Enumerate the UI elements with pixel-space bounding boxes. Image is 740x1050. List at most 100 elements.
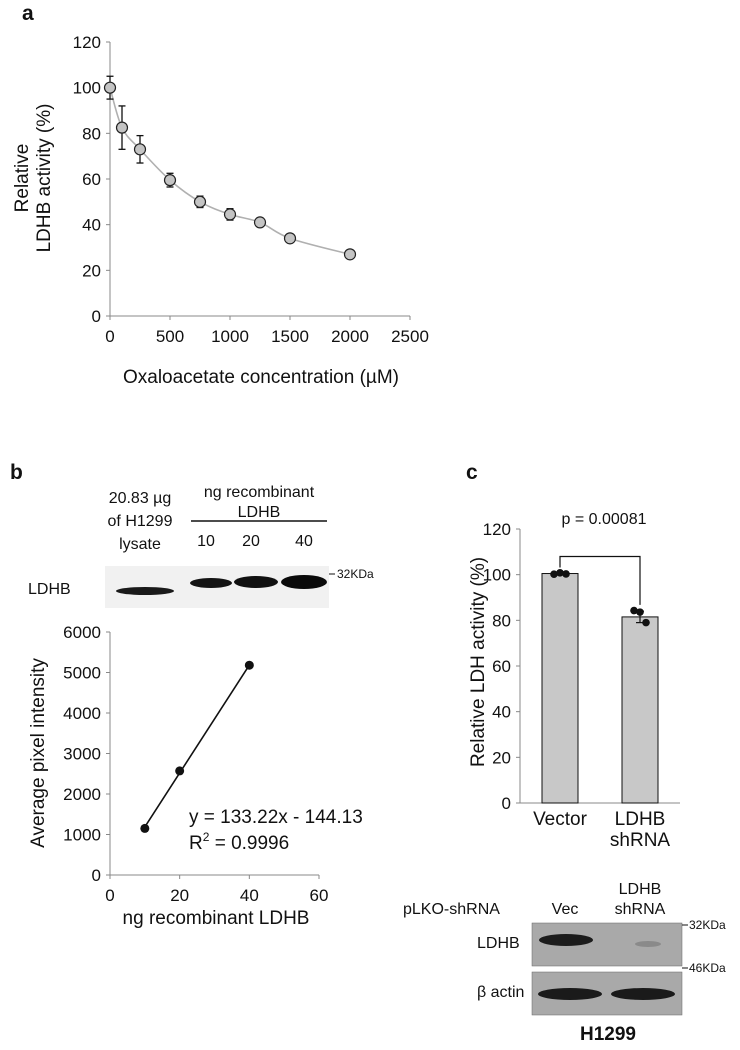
chart-a-point	[343, 248, 357, 261]
blot-b-lane-10: 10	[197, 533, 215, 550]
blot-c-cell-line: H1299	[580, 1024, 636, 1045]
chart-a-ytick-label: 80	[82, 124, 101, 143]
chart-b-r2-sup: 2	[203, 830, 210, 844]
chart-c-ytick-label: 100	[483, 566, 511, 585]
chart-b-point	[140, 823, 150, 833]
blot-c-band-ldhb-vec	[539, 934, 593, 946]
blot-c-lane-ldhb-line2: shRNA	[615, 901, 666, 918]
chart-b-trendline	[144, 664, 251, 828]
chart-a-point	[253, 216, 267, 229]
chart-c-significance-bracket	[559, 555, 641, 605]
chart-a-ytick-label: 0	[92, 307, 101, 326]
blot-b-lysate-line1: 20.83 µg	[109, 490, 172, 507]
chart-a-xtick-label: 2500	[391, 327, 429, 346]
chart-c-ytick-label: 0	[502, 794, 511, 813]
chart-a: Relative LDHB activity (%) Oxaloacetate …	[12, 33, 429, 388]
blot-c-lane-ldhb-line1: LDHB	[619, 881, 662, 898]
chart-b: Average pixel intensity ng recombinant L…	[28, 623, 363, 929]
chart-c-bar	[621, 616, 659, 804]
chart-b-equation: y = 133.22x - 144.13	[189, 807, 363, 828]
chart-a-point	[223, 208, 237, 221]
chart-b-point	[244, 660, 254, 670]
blot-c-construct-label: pLKO-shRNA	[403, 901, 500, 918]
chart-c-replicate-point	[556, 569, 564, 577]
chart-a-point	[103, 81, 117, 94]
chart-b-xlabel: ng recombinant LDHB	[123, 908, 310, 929]
chart-a-point	[193, 195, 207, 208]
blot-b-lysate-line2: of H1299	[108, 513, 173, 530]
blot-c-lane-vec: Vec	[552, 901, 579, 918]
blot-c-band-actin-vec	[538, 988, 602, 1000]
chart-b-ytick-label: 0	[92, 866, 101, 885]
chart-a-xtick-label: 0	[105, 327, 114, 346]
chart-c-replicate-point	[550, 570, 558, 579]
chart-a-ytick-label: 20	[82, 261, 101, 280]
chart-b-point	[175, 766, 185, 776]
chart-a-ytick-label: 100	[73, 79, 101, 98]
chart-a-ylabel-line1: Relative	[12, 144, 33, 213]
panel-a-label: a	[22, 2, 34, 25]
chart-a-ytick-label: 40	[82, 216, 101, 235]
blot-c-band-ldhb-shrna	[635, 941, 661, 947]
chart-a-ytick-label: 120	[73, 33, 101, 52]
chart-b-xtick-label: 60	[310, 886, 329, 905]
chart-c-ytick-label: 80	[492, 611, 511, 630]
chart-a-xlabel: Oxaloacetate concentration (µM)	[123, 367, 399, 388]
chart-b-xtick-label: 0	[105, 886, 114, 905]
chart-a-xtick-label: 1500	[271, 327, 309, 346]
chart-c-replicate-point	[562, 570, 570, 578]
chart-b-ytick-label: 3000	[63, 745, 101, 764]
blot-b-recombinant-line1: ng recombinant	[204, 484, 315, 501]
chart-b-xtick-label: 40	[240, 886, 259, 905]
chart-a-point	[133, 143, 147, 156]
chart-c-pvalue: p = 0.00081	[562, 511, 647, 528]
chart-c-category-label: LDHB	[615, 809, 666, 830]
chart-c-replicate-point	[642, 618, 650, 627]
chart-a-curve	[109, 87, 351, 256]
blot-b-row-label: LDHB	[28, 581, 71, 598]
chart-c-bar	[541, 573, 579, 804]
blot-c-marker1: 32KDa	[689, 918, 726, 932]
chart-b-ytick-label: 4000	[63, 704, 101, 723]
chart-c-ytick-label: 20	[492, 748, 511, 767]
blot-b-marker: 32KDa	[337, 567, 374, 581]
blot-b-band-10	[190, 578, 232, 588]
chart-b-r2: R2 = 0.9996	[189, 830, 289, 854]
chart-b-ytick-label: 5000	[63, 664, 101, 683]
blot-b-lane-40: 40	[295, 533, 313, 550]
blot-b-band-40	[281, 575, 327, 589]
chart-c-replicate-point	[630, 606, 638, 615]
chart-a-xtick-label: 1000	[211, 327, 249, 346]
panel-b-label: b	[10, 461, 23, 484]
chart-b-ylabel: Average pixel intensity	[28, 658, 49, 848]
chart-c-ytick-label: 60	[492, 657, 511, 676]
blot-c-marker2: 46KDa	[689, 961, 726, 975]
chart-a-ylabel-line2: LDHB activity (%)	[34, 104, 55, 253]
blot-c-membrane-actin	[531, 971, 683, 1016]
chart-a-point	[115, 121, 129, 134]
chart-a-point	[283, 232, 297, 245]
blot-b-recombinant-line2: LDHB	[238, 504, 281, 521]
panel-c-label: c	[466, 461, 478, 484]
blot-b-lane-20: 20	[242, 533, 260, 550]
chart-b-ytick-label: 2000	[63, 785, 101, 804]
chart-c-category-label: shRNA	[610, 830, 671, 851]
chart-c-category-label: Vector	[533, 809, 588, 830]
chart-c: Relative LDH activity (%) p = 0.00081 0 2…	[468, 511, 680, 851]
blot-b-lysate-line3: lysate	[119, 536, 161, 553]
chart-b-ytick-label: 6000	[63, 623, 101, 642]
chart-b-r2-value: = 0.9996	[209, 833, 289, 854]
blot-b-membrane	[105, 566, 329, 608]
chart-a-xtick-label: 2000	[331, 327, 369, 346]
blot-c-membrane-ldhb	[531, 922, 683, 967]
chart-c-ytick-label: 120	[483, 520, 511, 539]
chart-a-xtick-label: 500	[156, 327, 184, 346]
blot-c-row1-label: LDHB	[477, 935, 520, 952]
chart-b-ytick-label: 1000	[63, 826, 101, 845]
blot-b-band-20	[234, 576, 278, 588]
chart-b-xtick-label: 20	[170, 886, 189, 905]
chart-a-ytick-label: 60	[82, 170, 101, 189]
chart-c-ylabel: Relative LDH activity (%)	[468, 557, 489, 767]
